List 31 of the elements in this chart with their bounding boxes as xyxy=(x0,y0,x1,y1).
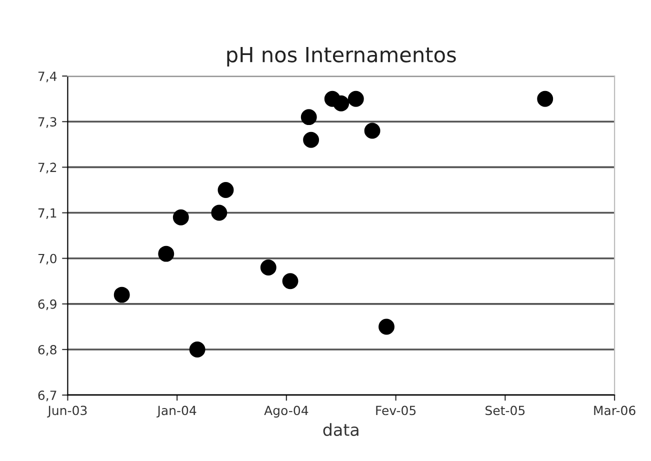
y-tick-label: 7,3 xyxy=(38,117,56,128)
point xyxy=(114,286,130,303)
x-tick-label: Fev-05 xyxy=(376,406,416,416)
point xyxy=(211,204,228,221)
point xyxy=(378,318,394,335)
y-tick-label: 7,0 xyxy=(38,254,56,265)
x-tick-label: Ago-04 xyxy=(264,406,308,418)
x-tick-label: Jan-04 xyxy=(156,406,196,418)
x-axis-title: data xyxy=(323,423,358,436)
point xyxy=(537,90,554,107)
point xyxy=(300,109,317,126)
x-tick-label: Mar-06 xyxy=(594,406,636,416)
point xyxy=(348,90,364,107)
point xyxy=(303,132,320,148)
point xyxy=(158,246,174,262)
y-tick-label: 7,1 xyxy=(38,208,56,219)
point xyxy=(333,95,350,112)
point xyxy=(282,273,298,290)
x-tick-label: Jun-03 xyxy=(47,406,87,418)
x-tick-label: Set-05 xyxy=(486,406,525,416)
y-tick-label: 7,4 xyxy=(38,72,57,82)
y-tick-label: 6,8 xyxy=(38,344,56,356)
y-tick-label: 7,2 xyxy=(38,162,56,174)
point xyxy=(218,182,234,198)
y-tick-label: 6,7 xyxy=(38,390,56,402)
point xyxy=(260,259,276,276)
point xyxy=(172,209,189,226)
chart-title: pH nos Internamentos xyxy=(227,46,456,67)
point xyxy=(189,342,206,358)
y-tick-label: 6,9 xyxy=(38,299,56,310)
point xyxy=(364,122,380,139)
